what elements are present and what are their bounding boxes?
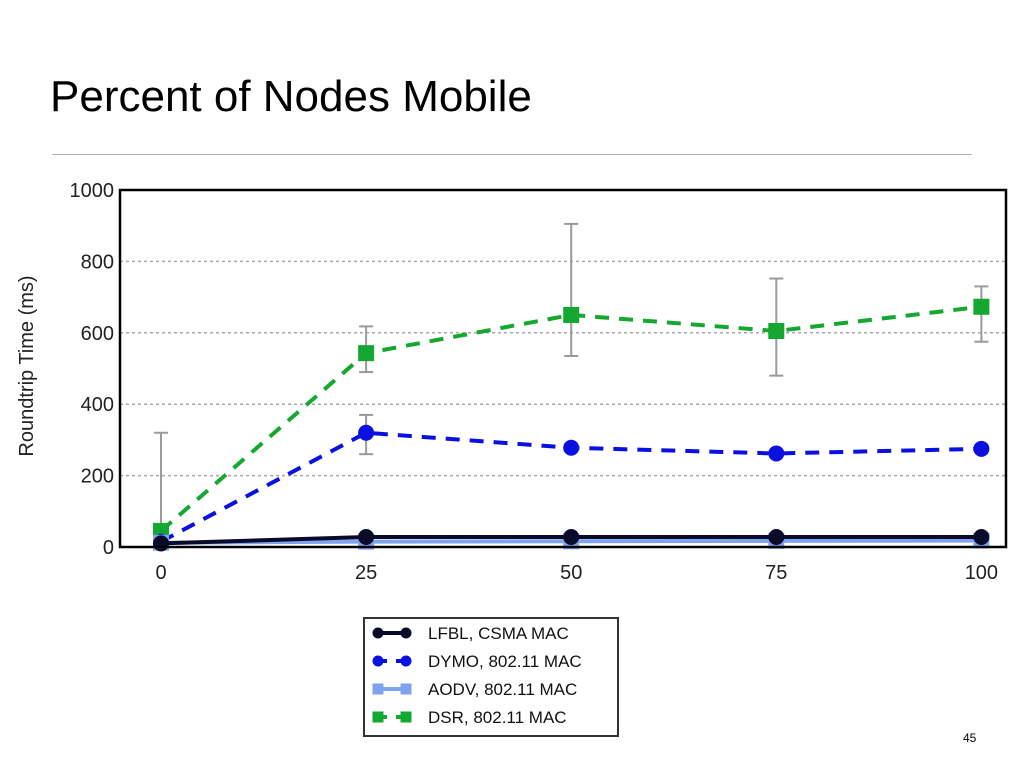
legend-label: DYMO, 802.11 MAC: [428, 652, 582, 671]
legend-marker: [400, 683, 412, 695]
roundtrip-time-chart: Roundtrip Time (ms) 0 200 400 600 800 1000 0 25…: [16, 180, 1008, 737]
legend-label: AODV, 802.11 MAC: [428, 680, 577, 699]
legend-marker: [372, 655, 384, 667]
x-tick-label: 75: [765, 562, 787, 584]
x-tick-label: 100: [965, 562, 998, 584]
page-number: 45: [963, 731, 977, 745]
legend-marker: [400, 627, 412, 639]
data-point: [563, 306, 580, 323]
data-point: [973, 529, 990, 546]
title-divider: [52, 154, 972, 155]
y-tick-label: 400: [81, 394, 114, 416]
legend-marker: [400, 711, 412, 723]
y-tick-label: 0: [103, 537, 114, 559]
y-axis-label: Roundtrip Time (ms): [16, 275, 38, 456]
data-point: [358, 424, 375, 441]
legend-marker: [372, 683, 384, 695]
data-point: [973, 440, 990, 457]
data-point: [563, 439, 580, 456]
legend-label: LFBL, CSMA MAC: [428, 624, 569, 643]
data-point: [563, 529, 580, 546]
legend-marker: [372, 627, 384, 639]
plot-area: [120, 190, 1006, 547]
x-tick-label: 0: [155, 562, 166, 584]
plot-frame: [118, 188, 1008, 549]
x-tick-label: 50: [560, 562, 582, 584]
legend-marker: [400, 655, 412, 667]
data-point: [153, 535, 170, 552]
data-point: [358, 529, 375, 546]
legend-label: DSR, 802.11 MAC: [428, 708, 567, 727]
y-tick-label: 600: [81, 323, 114, 345]
data-point: [768, 529, 785, 546]
data-point: [358, 345, 375, 362]
y-tick-label: 800: [81, 251, 114, 273]
data-point: [973, 298, 990, 315]
x-tick-label: 25: [355, 562, 377, 584]
y-tick-label: 1000: [70, 180, 115, 202]
data-point: [768, 323, 785, 340]
slide-title: Percent of Nodes Mobile: [50, 72, 532, 121]
data-point: [768, 445, 785, 462]
y-tick-label: 200: [81, 466, 114, 488]
legend-marker: [372, 711, 384, 723]
